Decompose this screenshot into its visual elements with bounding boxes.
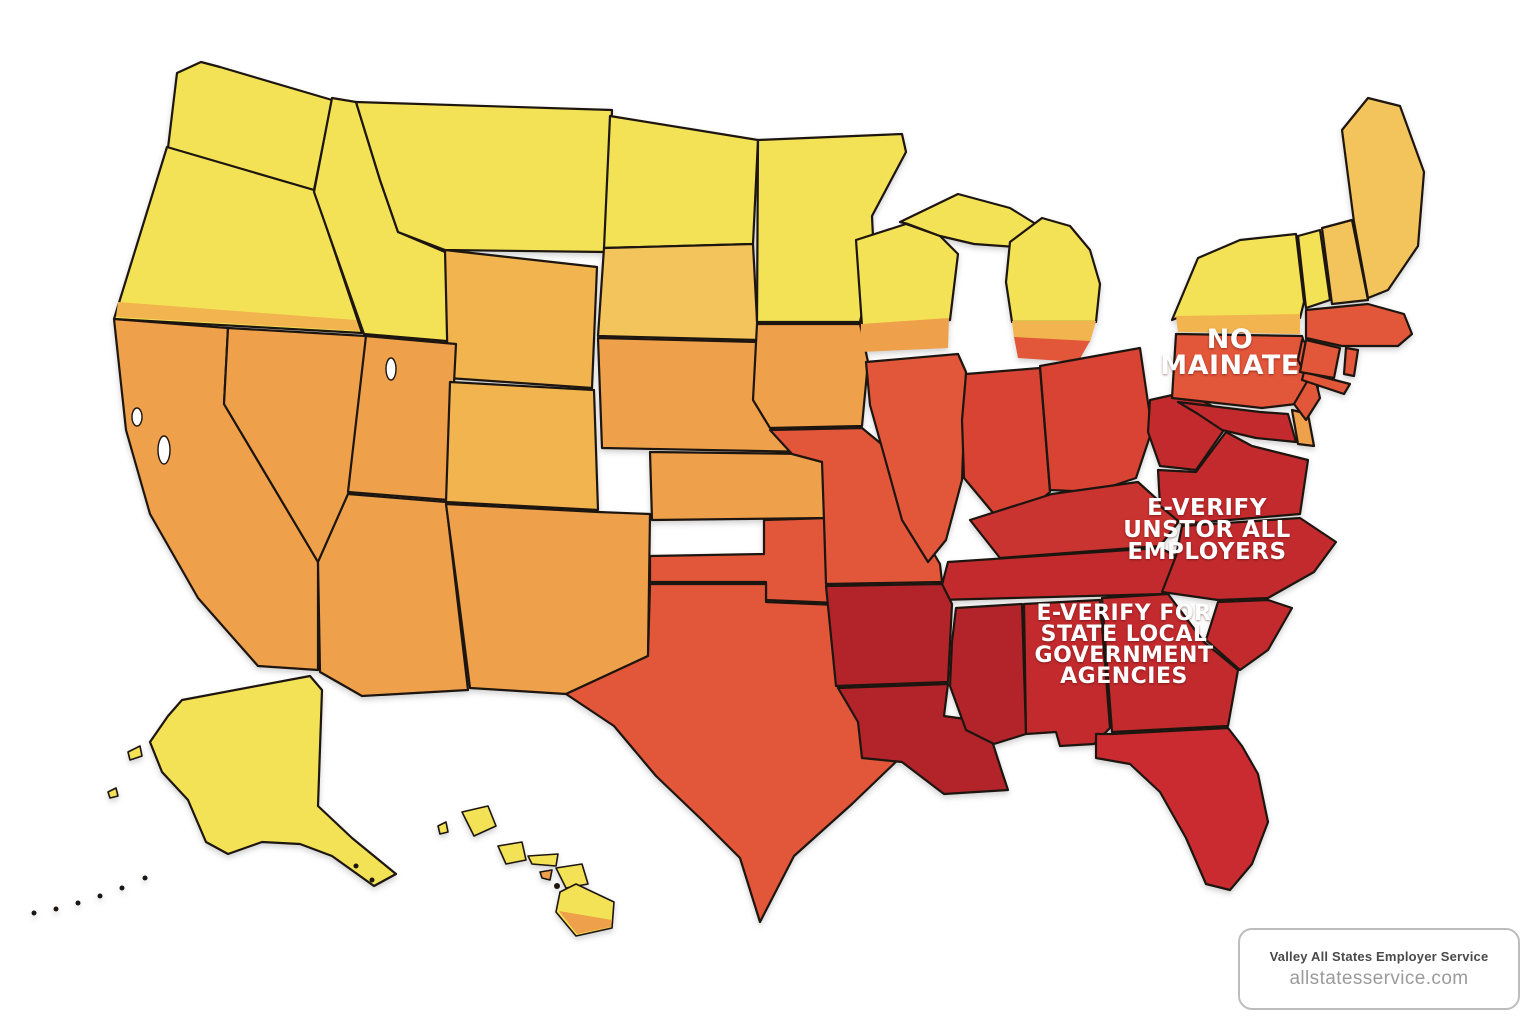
state-alabama xyxy=(1022,598,1112,748)
aleutian-island-dot xyxy=(31,910,37,916)
aleutian-island-dot xyxy=(53,906,59,912)
state-utah xyxy=(346,334,458,502)
everify-gov-line1: E-VERIFY FOR xyxy=(1036,601,1211,626)
state-new-york-south-band xyxy=(1176,314,1300,334)
state-oregon-south-band xyxy=(116,302,360,331)
state-michigan-band-amber xyxy=(1012,321,1096,342)
state-vermont xyxy=(1296,228,1332,310)
company-name: Valley All States Employer Service xyxy=(1269,948,1489,964)
state-florida xyxy=(1094,726,1270,892)
map-label-everify-government: E-VERIFY FOR STATE LOCAL GOVERNMENT AGEN… xyxy=(1035,601,1214,689)
website-url[interactable]: allstatesservice.com xyxy=(1289,967,1469,989)
state-connecticut xyxy=(1298,338,1342,380)
hawaii-maui xyxy=(555,863,589,889)
everify-gov-line3: GOVERNMENT xyxy=(1035,643,1214,668)
state-ohio xyxy=(1038,346,1154,494)
state-arizona xyxy=(316,492,470,698)
state-maine xyxy=(1340,96,1426,300)
state-south-dakota xyxy=(596,242,760,342)
state-oregon xyxy=(112,145,364,335)
everify-all-line1: E-VERIFY xyxy=(1147,495,1267,521)
alaska-panhandle-island-dot xyxy=(353,863,359,869)
hawaii-kauai xyxy=(461,805,497,837)
great-salt-lake xyxy=(385,357,397,381)
state-louisiana xyxy=(836,682,1010,796)
no-mandate-line2: MAINATE xyxy=(1160,350,1300,381)
alaska-panhandle-island-dot xyxy=(369,877,375,883)
state-kansas xyxy=(648,450,830,522)
state-rhode-island xyxy=(1342,346,1360,378)
state-maryland xyxy=(1176,400,1298,444)
no-mandate-line1: NO xyxy=(1207,324,1254,355)
state-wyoming xyxy=(443,248,599,390)
hawaii-niihau xyxy=(437,821,449,835)
hawaii-lanai xyxy=(539,869,553,881)
aleutian-island-dot xyxy=(75,900,81,906)
hawaii-big-island-band xyxy=(559,911,612,934)
everify-all-line2: UNSTOR ALL xyxy=(1123,517,1291,543)
state-georgia xyxy=(1100,592,1240,734)
state-illinois xyxy=(864,352,968,564)
map-label-no-mandate: NO MAINATE xyxy=(1160,324,1300,381)
map-label-everify-all-employers: E-VERIFY UNSTOR ALL EMPLOYERS xyxy=(1123,495,1291,565)
state-arkansas xyxy=(824,582,954,688)
attribution-card: Valley All States Employer Service allst… xyxy=(1238,928,1520,1010)
hawaii-kahoolawe-dot xyxy=(554,883,560,889)
long-island xyxy=(1300,370,1352,396)
state-colorado xyxy=(444,380,600,512)
state-north-carolina xyxy=(1160,516,1338,602)
state-new-hampshire xyxy=(1320,218,1370,306)
state-wisconsin xyxy=(854,222,960,328)
aleutian-island-dot xyxy=(119,885,125,891)
state-new-mexico xyxy=(444,502,652,696)
aleutian-island-dot xyxy=(142,875,148,881)
lake-shape xyxy=(157,435,171,465)
state-mississippi xyxy=(948,602,1028,746)
state-virginia xyxy=(1156,430,1310,526)
everify-gov-line4: AGENCIES xyxy=(1060,664,1188,689)
state-north-dakota xyxy=(602,114,760,250)
state-new-york xyxy=(1170,232,1306,322)
state-alaska xyxy=(148,674,398,888)
hawaii-oahu xyxy=(497,841,527,865)
state-massachusetts xyxy=(1304,302,1414,348)
alaska-island xyxy=(107,787,119,799)
state-wisconsin-south-band xyxy=(860,318,949,352)
state-indiana xyxy=(960,366,1052,516)
state-michigan-band-orange-red xyxy=(1014,337,1090,362)
everify-all-line3: EMPLOYERS xyxy=(1127,539,1286,565)
alaska-island xyxy=(127,745,143,761)
state-michigan xyxy=(1004,216,1102,324)
hawaii-molokai xyxy=(527,853,559,867)
everify-gov-line2: STATE LOCAL xyxy=(1041,622,1208,647)
lake-shape xyxy=(131,407,143,427)
aleutian-island-dot xyxy=(97,893,103,899)
state-iowa xyxy=(751,322,870,430)
state-south-carolina xyxy=(1204,598,1294,672)
